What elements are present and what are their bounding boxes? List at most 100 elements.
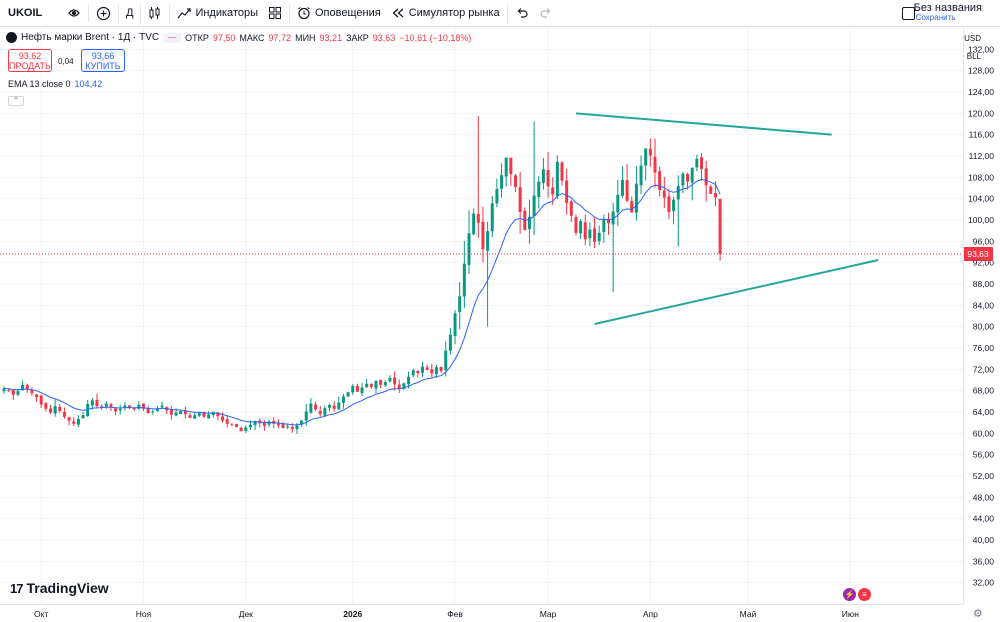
redo-button[interactable] — [534, 0, 558, 27]
sell-button[interactable]: 93,62 ПРОДАТЬ — [8, 49, 52, 72]
candle-body — [90, 400, 94, 406]
candle-body — [248, 424, 252, 428]
price-tick-label: 52,00 — [973, 471, 995, 481]
ema-legend[interactable]: EMA 13 close 0 104,42 — [8, 79, 102, 89]
candle-body — [267, 421, 271, 425]
candle-body — [402, 383, 406, 389]
price-tick-label: 44,00 — [973, 514, 995, 524]
candle-body — [128, 405, 132, 408]
candle-body — [225, 419, 229, 424]
symbol-options-icon[interactable] — [62, 0, 86, 27]
candle-body — [411, 370, 415, 376]
compare-button[interactable] — [91, 0, 116, 27]
candle-body — [648, 148, 652, 156]
chart-type-button[interactable] — [143, 0, 167, 27]
layout-checkbox[interactable] — [902, 7, 915, 20]
candle-body — [476, 214, 480, 223]
candle-body — [2, 388, 6, 392]
candle-body — [597, 232, 601, 242]
candle-body — [309, 403, 313, 413]
price-tick-label: 32,00 — [973, 578, 995, 588]
layout-name-button[interactable]: Без названия Сохранить — [914, 3, 982, 23]
candle-body — [672, 199, 676, 212]
candle-body — [262, 422, 266, 426]
candle-body — [430, 369, 434, 374]
candle-body — [421, 366, 424, 373]
us-flag-icon[interactable]: ≡ — [858, 588, 871, 601]
candle-body — [495, 189, 499, 204]
alerts-label: Оповещения — [314, 7, 381, 19]
grid-icon — [268, 7, 281, 19]
candle-body — [407, 376, 411, 385]
candle-body — [104, 403, 108, 407]
legend-collapse-icon[interactable]: — — [163, 32, 182, 43]
price-axis-border — [963, 28, 964, 604]
candle-body — [579, 221, 583, 234]
currency-select[interactable]: USD — [964, 34, 981, 43]
candle-body — [304, 411, 308, 421]
candle-body — [16, 391, 20, 395]
unit-select[interactable]: BLL — [966, 52, 981, 61]
candle-body — [444, 350, 448, 370]
symbol-search[interactable]: UKOIL — [0, 0, 62, 27]
layout-name: Без названия — [913, 2, 982, 14]
candle-body — [295, 425, 299, 430]
candle-body — [276, 423, 280, 426]
interval-button[interactable]: Д — [121, 0, 138, 27]
lightning-icon[interactable]: ⚡ — [843, 588, 856, 601]
candle-body — [151, 411, 155, 413]
sell-price: 93,62 — [18, 51, 42, 61]
price-tick-label: 132,00 — [968, 44, 994, 54]
time-tick-label: Ноя — [136, 609, 152, 619]
spread-value: 0,04 — [58, 57, 74, 66]
candle-body — [95, 399, 99, 407]
templates-button[interactable] — [263, 0, 287, 27]
candle-body — [230, 424, 234, 426]
settings-gear-icon[interactable]: ⚙ — [973, 608, 983, 620]
indicators-button[interactable]: Индикаторы — [172, 0, 263, 27]
price-tick-label: 36,00 — [973, 556, 995, 566]
candle-body — [393, 377, 397, 385]
candle-body — [49, 408, 52, 413]
candle-body — [644, 148, 648, 166]
candle-body — [658, 171, 662, 191]
candle-body — [541, 169, 545, 183]
candle-body — [216, 412, 220, 417]
candle-body — [81, 415, 85, 419]
indicators-label: Индикаторы — [195, 7, 258, 19]
candle-body — [290, 426, 294, 430]
candle-body — [253, 421, 257, 426]
indicators-icon — [177, 8, 192, 19]
layout-save-status: Сохранить — [915, 13, 956, 22]
alerts-button[interactable]: Оповещения — [292, 0, 386, 27]
low-label: МИН — [295, 32, 316, 43]
replay-button[interactable]: Симулятор рынка — [386, 0, 505, 27]
candle-body — [500, 175, 504, 189]
tradingview-logo[interactable]: 17 TradingView — [10, 580, 109, 596]
candle-body — [453, 313, 457, 336]
tradingview-logo-text: TradingView — [26, 580, 109, 596]
candle-body — [44, 403, 48, 409]
candle-body — [160, 405, 164, 408]
candle-body — [202, 412, 206, 417]
buy-button[interactable]: 93,66 КУПИТЬ — [81, 49, 125, 72]
candle-body — [137, 405, 141, 409]
candle-body — [551, 187, 555, 195]
time-tick-label: Апр — [643, 609, 658, 619]
candle-body — [481, 221, 485, 250]
price-tick-label: 92,00 — [973, 258, 995, 268]
candle-body — [653, 156, 657, 173]
buy-price: 93,66 — [91, 51, 115, 61]
candle-body — [332, 405, 336, 409]
candle-body — [146, 408, 150, 414]
candle-body — [62, 412, 66, 417]
legend-toggle-button[interactable]: ⌃ — [8, 96, 24, 106]
candle-body — [281, 424, 285, 428]
candle-body — [713, 193, 717, 198]
undo-button[interactable] — [510, 0, 534, 27]
candle-body — [630, 201, 634, 213]
candle-body — [588, 229, 592, 239]
last-price-label: 93,63 — [967, 249, 989, 259]
candle-body — [718, 199, 722, 254]
